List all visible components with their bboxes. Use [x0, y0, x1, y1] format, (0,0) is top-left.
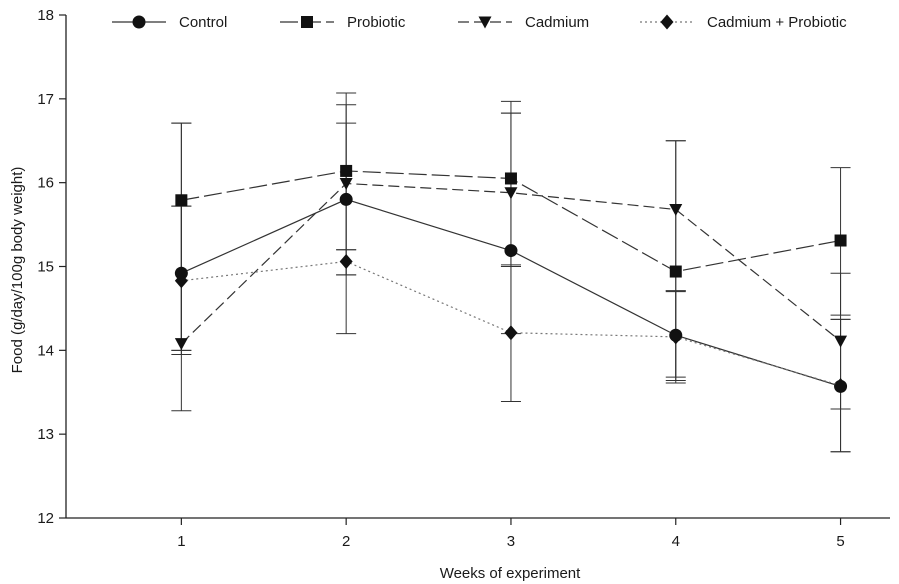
data-point: [504, 187, 518, 200]
legend-label: Probiotic: [347, 14, 406, 31]
data-point: [504, 325, 518, 341]
y-tick-label: 14: [37, 342, 54, 359]
y-tick-label: 17: [37, 91, 54, 108]
legend-label: Cadmium + Probiotic: [707, 14, 847, 31]
y-tick-label: 15: [37, 259, 54, 276]
legend-label: Cadmium: [525, 14, 589, 31]
data-point: [504, 244, 518, 258]
data-point: [339, 192, 353, 206]
data-point: [834, 378, 848, 394]
legend-marker: [301, 16, 313, 28]
legend-label: Control: [179, 14, 227, 31]
data-point: [339, 178, 353, 191]
data-point: [174, 273, 188, 289]
y-tick-label: 13: [37, 426, 54, 443]
data-point: [175, 194, 188, 207]
data-point: [174, 338, 188, 351]
legend: Control Probiotic Cadmium Cadmium + Probiot…: [112, 14, 847, 31]
legend-marker: [478, 16, 492, 29]
y-axis-label: Food (g/day/100g body weight): [9, 167, 26, 374]
data-point: [340, 164, 353, 177]
x-axis-label: Weeks of experiment: [440, 565, 581, 582]
y-tick-label: 12: [37, 510, 54, 527]
x-tick-label: 5: [836, 533, 844, 550]
data-point: [834, 335, 848, 348]
y-tick-label: 16: [37, 175, 54, 192]
data-point: [339, 253, 353, 269]
data-point: [669, 329, 683, 345]
x-tick-label: 4: [672, 533, 680, 550]
data-point: [504, 172, 517, 185]
data-point: [834, 234, 847, 247]
legend-marker: [132, 15, 146, 29]
plot-area: [171, 92, 851, 453]
data-point: [174, 266, 188, 280]
y-tick-label: 18: [37, 7, 54, 24]
data-point: [669, 265, 682, 278]
x-tick-label: 2: [342, 533, 350, 550]
x-tick-label: 1: [177, 533, 185, 550]
x-tick-label: 3: [507, 533, 515, 550]
data-point: [669, 203, 683, 216]
legend-marker: [660, 14, 674, 30]
